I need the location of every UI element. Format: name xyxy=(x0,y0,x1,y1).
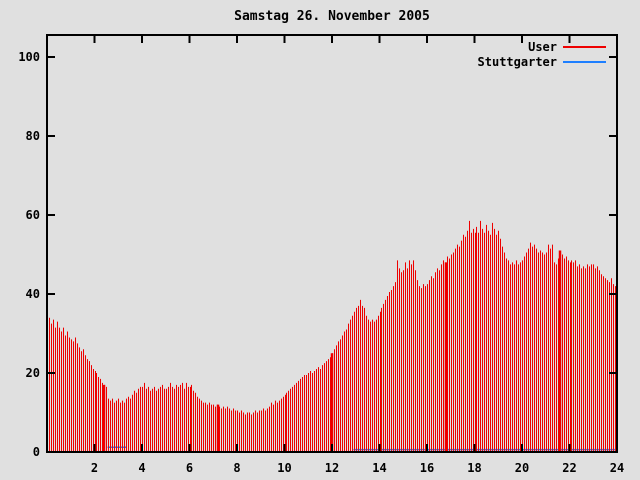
series-layer xyxy=(49,220,618,452)
y-tick-label: 60 xyxy=(26,208,40,222)
x-tick-label: 22 xyxy=(562,461,576,475)
chart-title: Samstag 26. November 2005 xyxy=(234,9,430,24)
x-tick-label: 14 xyxy=(372,461,386,475)
legend: User Stuttgarter xyxy=(478,40,606,69)
x-tick-label: 10 xyxy=(277,461,291,475)
x-tick-label: 20 xyxy=(515,461,529,475)
x-tick-label: 2 xyxy=(91,461,98,475)
x-tick-label: 18 xyxy=(467,461,481,475)
x-tick-label: 8 xyxy=(233,461,240,475)
x-tick-label: 12 xyxy=(325,461,339,475)
legend-label-stuttgarter: Stuttgarter xyxy=(478,55,557,69)
legend-label-user: User xyxy=(528,40,557,54)
x-tick-label: 4 xyxy=(138,461,145,475)
x-tick-label: 24 xyxy=(610,461,624,475)
y-tick-label: 40 xyxy=(26,287,40,301)
y-tick-label: 80 xyxy=(26,129,40,143)
x-tick-label: 16 xyxy=(420,461,434,475)
y-tick-label: 100 xyxy=(18,50,40,64)
y-tick-label: 0 xyxy=(33,445,40,459)
y-tick-label: 20 xyxy=(26,366,40,380)
x-tick-label: 6 xyxy=(186,461,193,475)
